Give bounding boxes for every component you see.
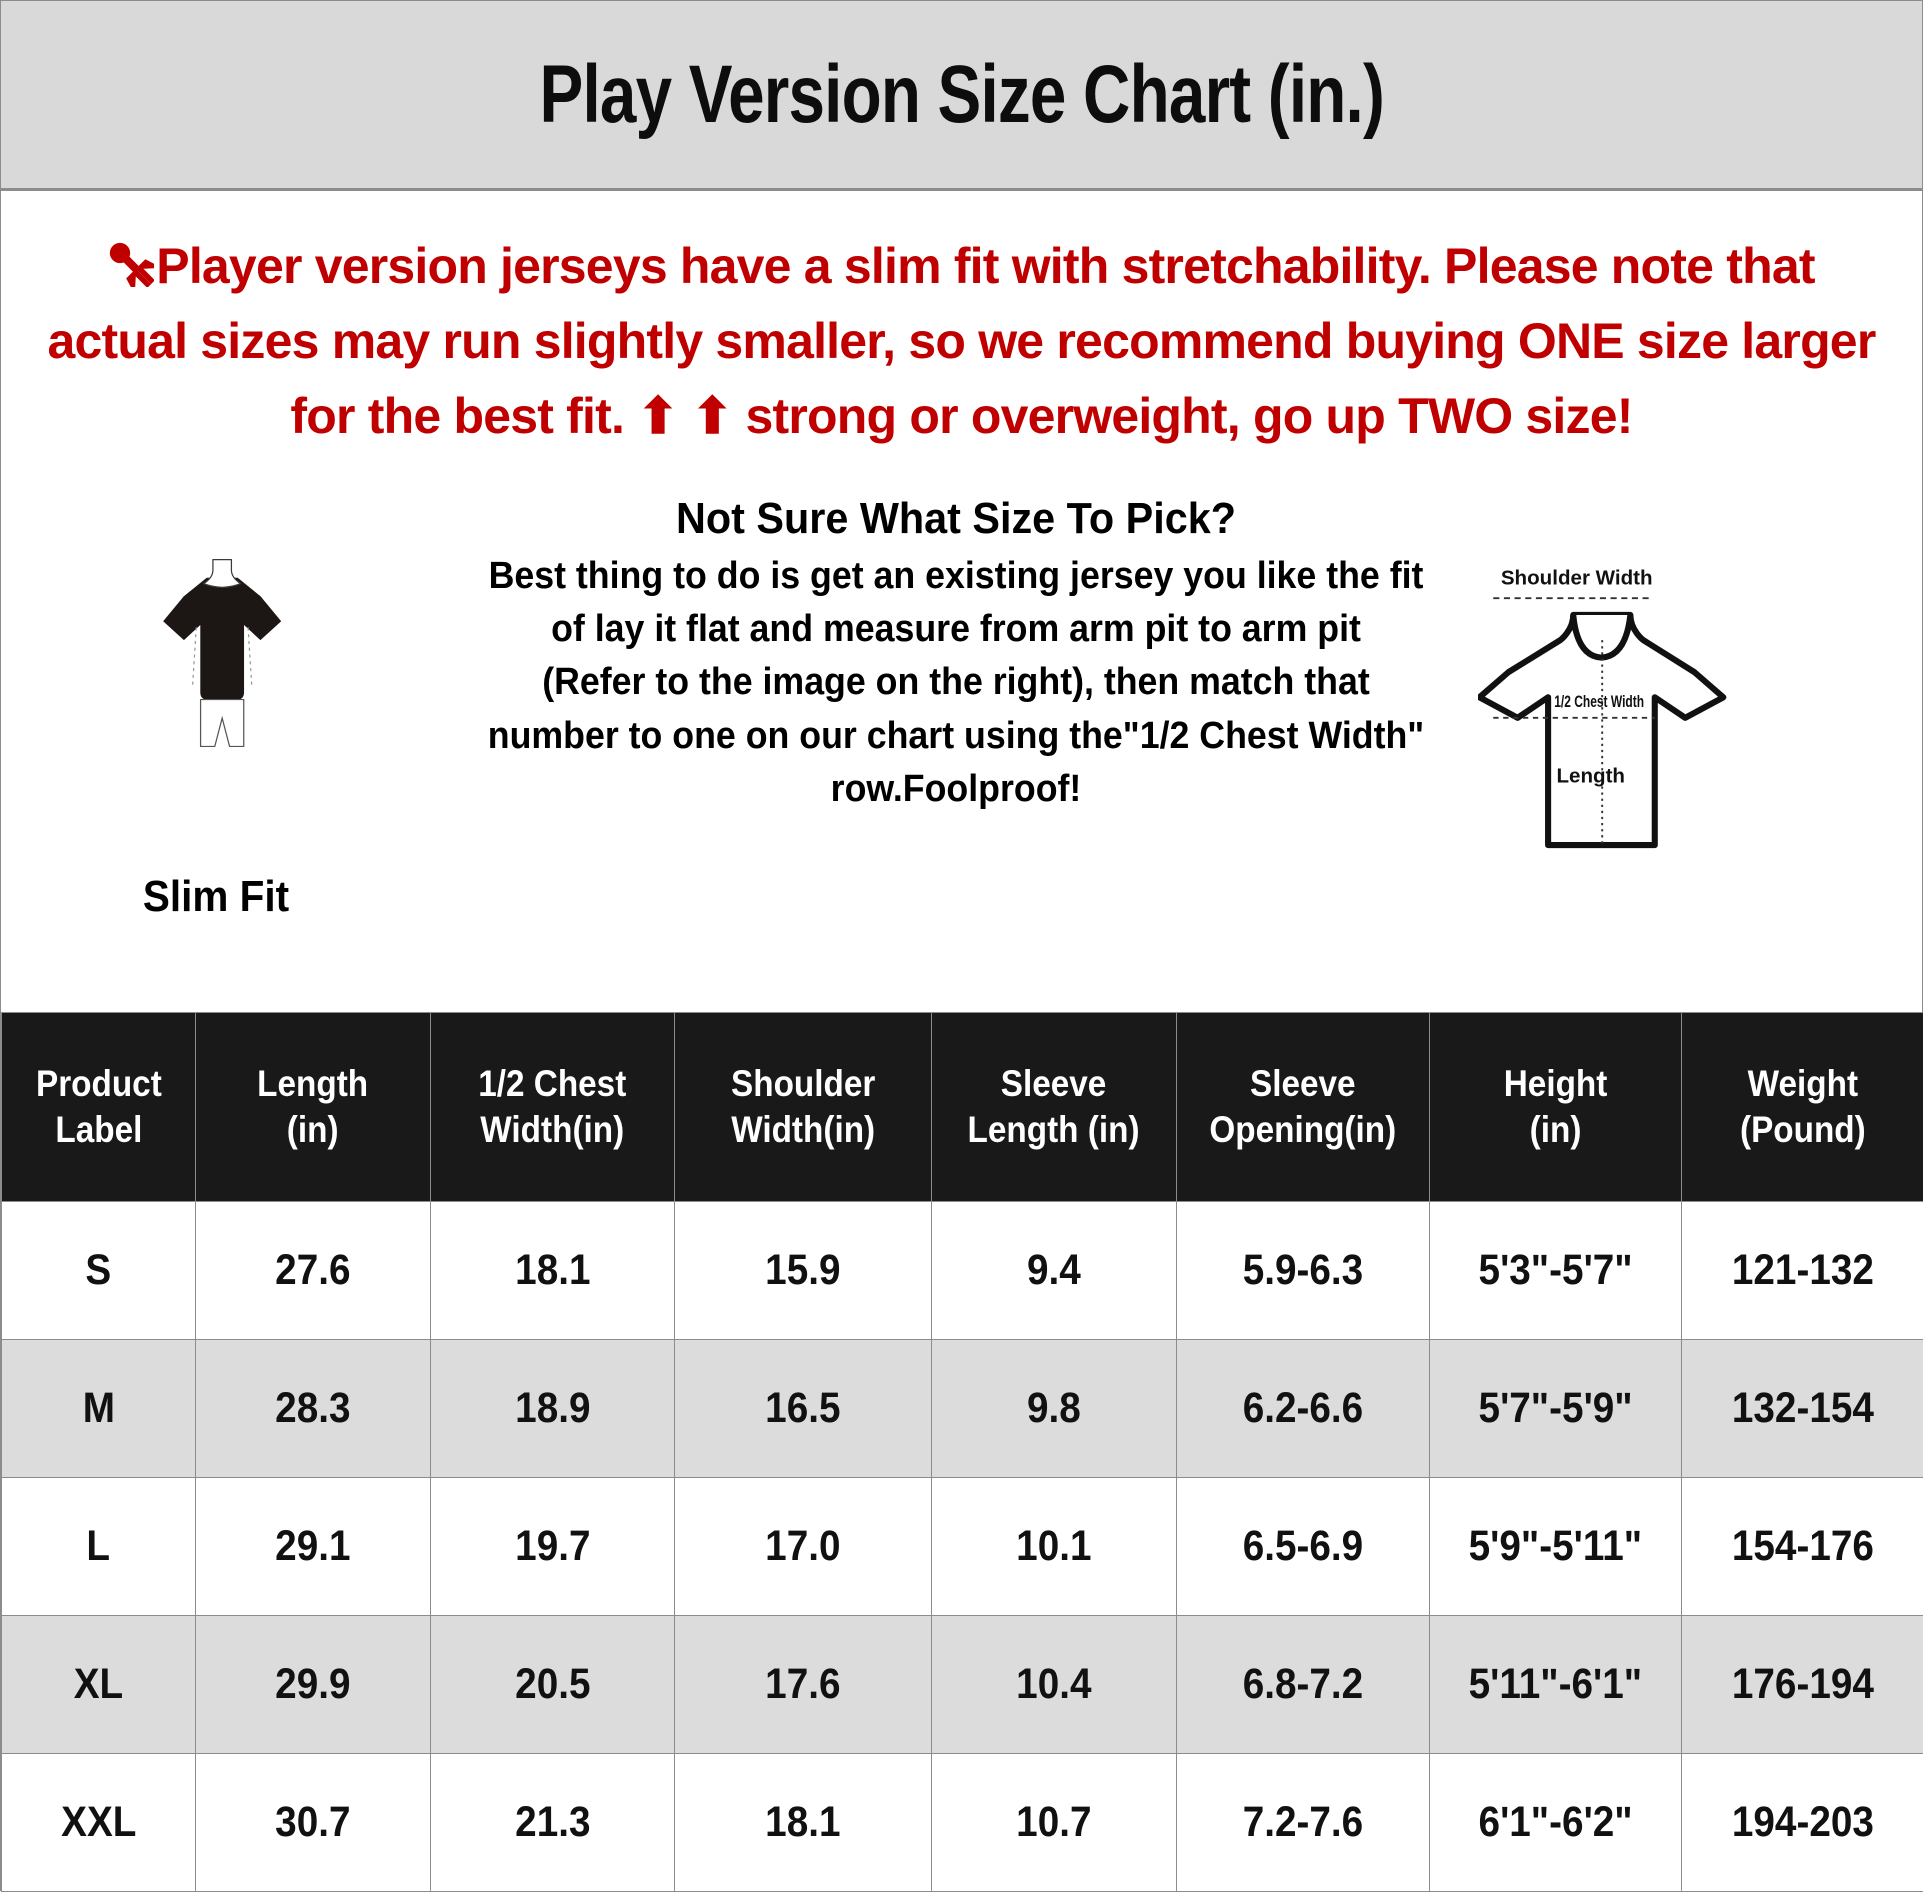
svg-text:Shoulder Width: Shoulder Width bbox=[1501, 567, 1653, 590]
svg-text:Length: Length bbox=[1556, 765, 1625, 788]
svg-text:1/2 Chest Width: 1/2 Chest Width bbox=[1554, 692, 1644, 711]
